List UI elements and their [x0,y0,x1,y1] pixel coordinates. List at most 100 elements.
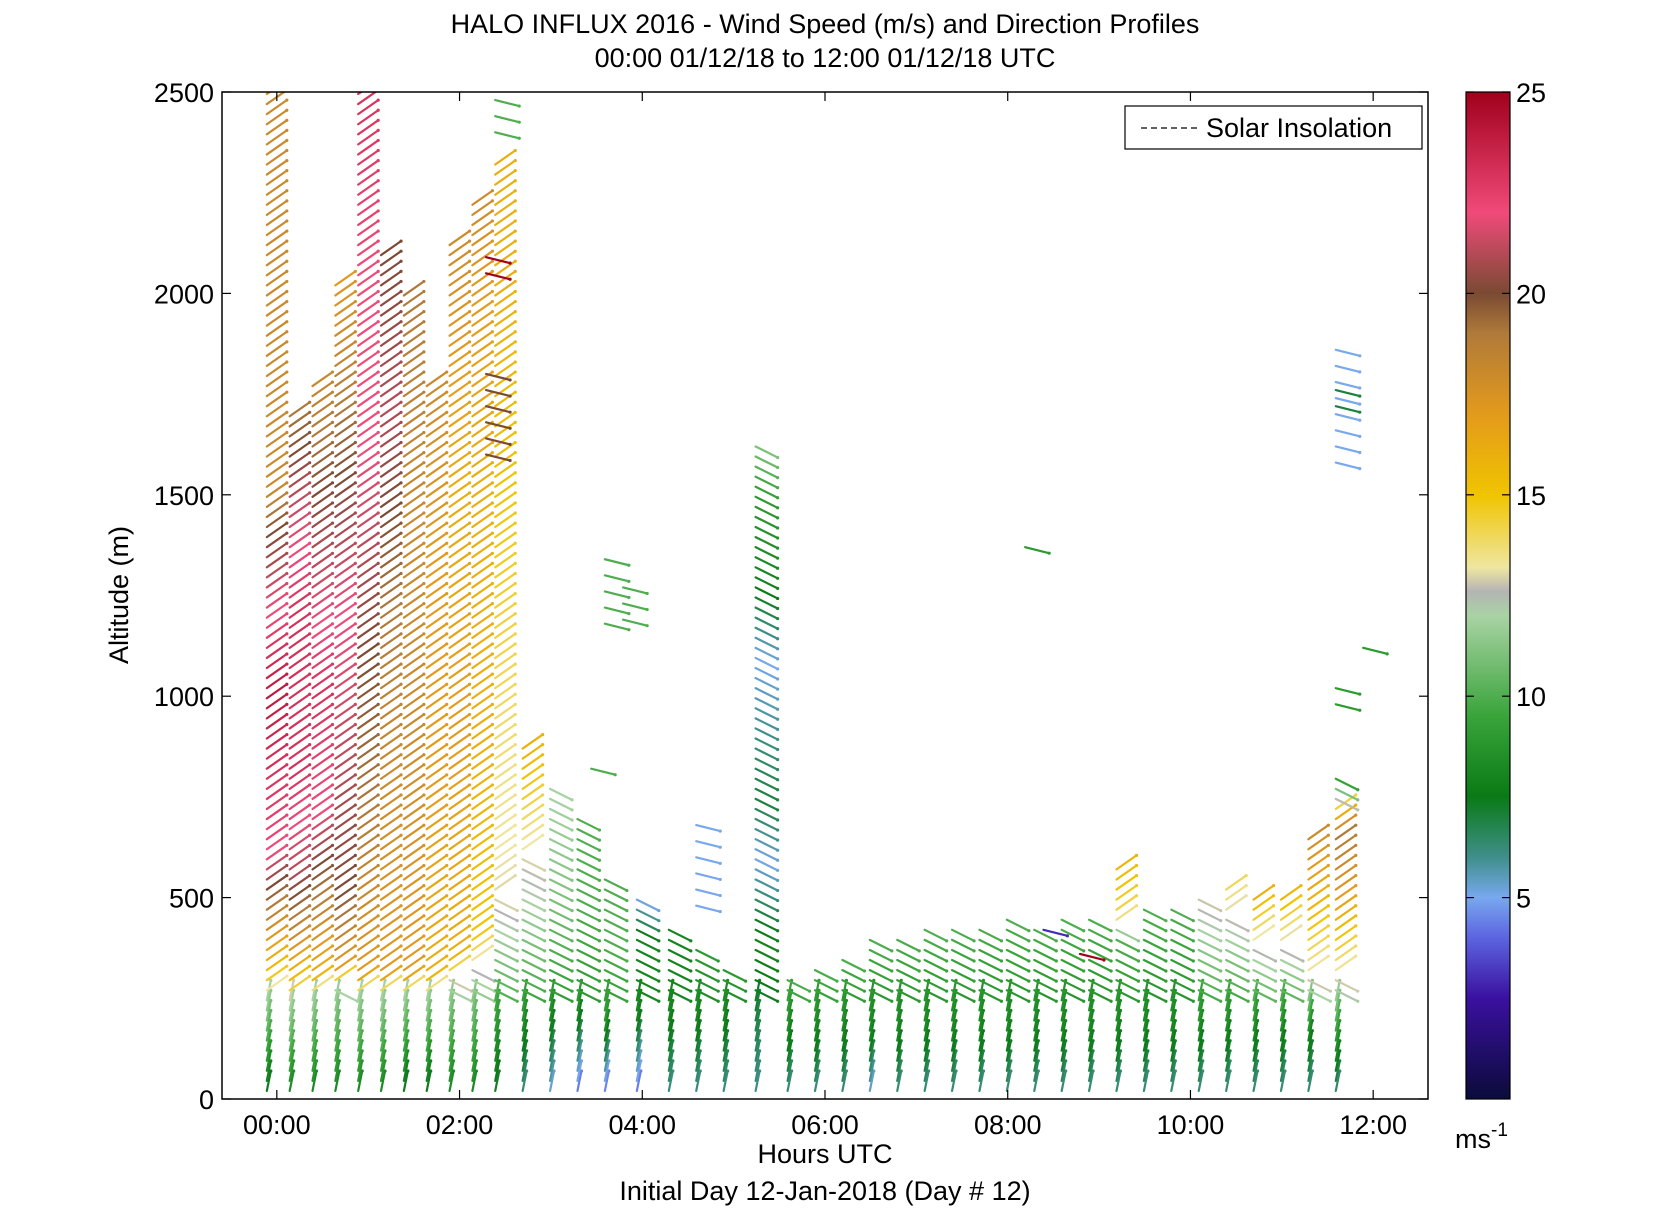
wind-arrow-head [330,934,335,938]
wind-arrow-head [399,561,403,565]
wind-arrow [357,149,380,166]
wind-arrow [1307,834,1330,851]
wind-arrow [754,475,779,489]
wind-arrow-head [353,581,357,586]
wind-arrow-head [285,743,289,747]
wind-arrow [494,330,517,347]
wind-arrow [425,612,448,629]
wind-arrow [1142,918,1168,932]
wind-arrow-head [376,793,380,797]
wind-arrow-head [330,712,335,717]
wind-arrow [471,602,494,619]
wind-arrow [754,989,761,1012]
wind-arrow-head [330,813,335,817]
wind-arrow [311,753,334,770]
wind-arrow [379,955,403,972]
wind-arrow-head [445,390,449,394]
wind-arrow [1142,969,1168,983]
wind-arrow-head [490,501,494,505]
wind-arrow [1307,989,1314,1012]
wind-arrow [896,1029,903,1052]
wind-arrow-head [490,612,494,616]
wind-arrow-head [467,420,472,424]
wind-arrow [494,471,517,488]
wind-arrow-head [776,828,780,832]
wind-arrow [1142,908,1168,922]
wind-arrow-head [513,581,517,586]
wind-arrow [334,340,357,357]
wind-arrow-head [330,571,335,576]
wind-arrow [334,944,357,962]
wind-arrow-head [1134,863,1139,868]
wind-arrow [402,461,425,478]
wind-arrow [722,1039,729,1062]
wind-arrow [923,958,948,973]
wind-arrow [1279,989,1305,1003]
wind-arrow [494,763,517,780]
wind-arrow [978,1019,985,1042]
wind-arrow [265,979,272,1002]
wind-arrow [1307,979,1332,993]
wind-arrow-head [376,158,380,163]
wind-arrow [1033,948,1058,963]
wind-arrow-head [490,259,494,263]
wind-arrow [521,1059,528,1082]
wind-arrow [1087,969,1113,983]
wind-arrow [265,884,288,901]
wind-arrow-head [776,647,780,651]
wind-arrow [311,642,334,660]
wind-arrow [1279,1059,1287,1082]
wind-arrow-head [445,652,449,656]
wind-arrow-head [490,722,494,727]
wind-arrow [1307,1029,1314,1052]
wind-arrow-head [627,563,631,567]
wind-arrow [1087,1009,1095,1032]
wind-arrow [334,592,357,609]
wind-arrow [402,662,425,680]
wind-arrow [471,1049,478,1072]
wind-arrow [311,999,318,1022]
wind-arrow [1033,1029,1040,1052]
wind-arrow [1307,934,1330,952]
wind-arrow [288,622,311,639]
wind-arrow [311,441,334,458]
wind-arrow [448,250,471,267]
wind-arrow [402,310,425,327]
wind-arrow [402,391,425,408]
wind-arrow [1225,928,1250,942]
wind-arrow-head [399,551,403,555]
wind-arrow-head [399,863,403,868]
wind-arrow [357,270,380,287]
wind-arrow [357,159,380,176]
wind-arrow-head [490,873,494,878]
wind-arrow [311,401,334,418]
wind-arrow [1170,908,1195,922]
wind-arrow [448,662,471,680]
wind-arrow [603,979,628,993]
wind-arrow-head [716,969,720,973]
wind-arrow-head [718,877,722,882]
wind-arrow [494,179,517,196]
wind-arrow [494,431,517,448]
wind-arrow-head [445,934,449,938]
wind-arrow [548,958,574,973]
wind-arrow [521,989,546,1003]
wind-arrow-head [1082,999,1086,1003]
wind-arrow [754,1009,761,1032]
wind-arrow [1087,1039,1095,1062]
wind-arrow [754,707,779,721]
wind-arrow-head [376,602,380,606]
wind-arrow-head [353,531,357,535]
wind-arrow [1005,1009,1012,1032]
wind-arrow-head [422,662,426,666]
wind-arrow [548,948,574,963]
wind-arrow [425,501,448,519]
wind-arrow [1334,1039,1341,1062]
wind-arrow-head [399,440,403,445]
wind-arrow-head [776,637,780,641]
wind-arrow [425,979,432,1002]
wind-arrow [425,803,448,821]
wind-arrow-head [776,667,780,671]
wind-arrow-head [513,360,517,364]
wind-arrow [494,320,517,337]
